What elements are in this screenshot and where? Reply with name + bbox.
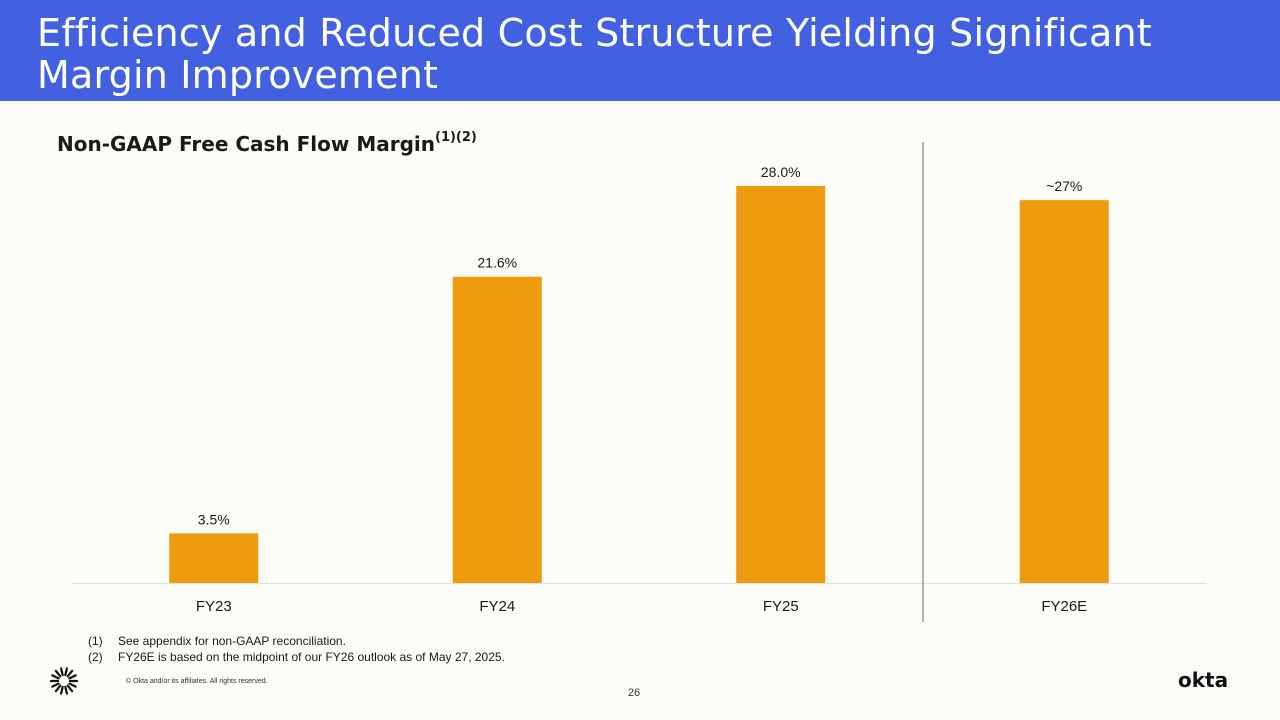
- x-tick-label-fy24: FY24: [479, 598, 515, 615]
- footnote-text: FY26E is based on the midpoint of our FY…: [118, 650, 505, 664]
- x-tick-label-fy23: FY23: [196, 598, 232, 615]
- data-label-fy25: 28.0%: [761, 164, 801, 180]
- footnote-1: (1) See appendix for non-GAAP reconcilia…: [88, 633, 505, 649]
- chart-title: Non-GAAP Free Cash Flow Margin(1)(2): [57, 130, 477, 156]
- chart-title-text: Non-GAAP Free Cash Flow Margin: [57, 132, 435, 156]
- page-number: 26: [627, 687, 641, 699]
- okta-sunburst-icon: [50, 667, 78, 695]
- bar-fy25: [736, 186, 826, 583]
- data-label-fy26e: ~27%: [1046, 178, 1082, 194]
- bar-fy23: [169, 533, 259, 583]
- bar-fy24: [452, 276, 542, 583]
- okta-wordmark: okta: [1178, 668, 1229, 692]
- data-label-fy23: 3.5%: [198, 511, 230, 527]
- chart-title-footnote-refs: (1)(2): [435, 130, 477, 146]
- data-label-fy24: 21.6%: [477, 255, 517, 271]
- bar-fy26e: [1019, 200, 1109, 583]
- x-tick-label-fy26e: FY26E: [1041, 598, 1087, 615]
- footnote-number: (1): [88, 634, 103, 648]
- x-tick-label-fy25: FY25: [763, 598, 799, 615]
- header-banner: Efficiency and Reduced Cost Structure Yi…: [0, 0, 1280, 101]
- footnote-2: (2) FY26E is based on the midpoint of ou…: [88, 649, 505, 665]
- slide-title: Efficiency and Reduced Cost Structure Yi…: [37, 11, 1152, 97]
- footnote-text: See appendix for non-GAAP reconciliation…: [118, 634, 346, 648]
- footnotes: (1) See appendix for non-GAAP reconcilia…: [88, 633, 505, 665]
- footnote-number: (2): [88, 650, 103, 664]
- copyright-notice: © Okta and/or its affiliates. All rights…: [126, 678, 268, 685]
